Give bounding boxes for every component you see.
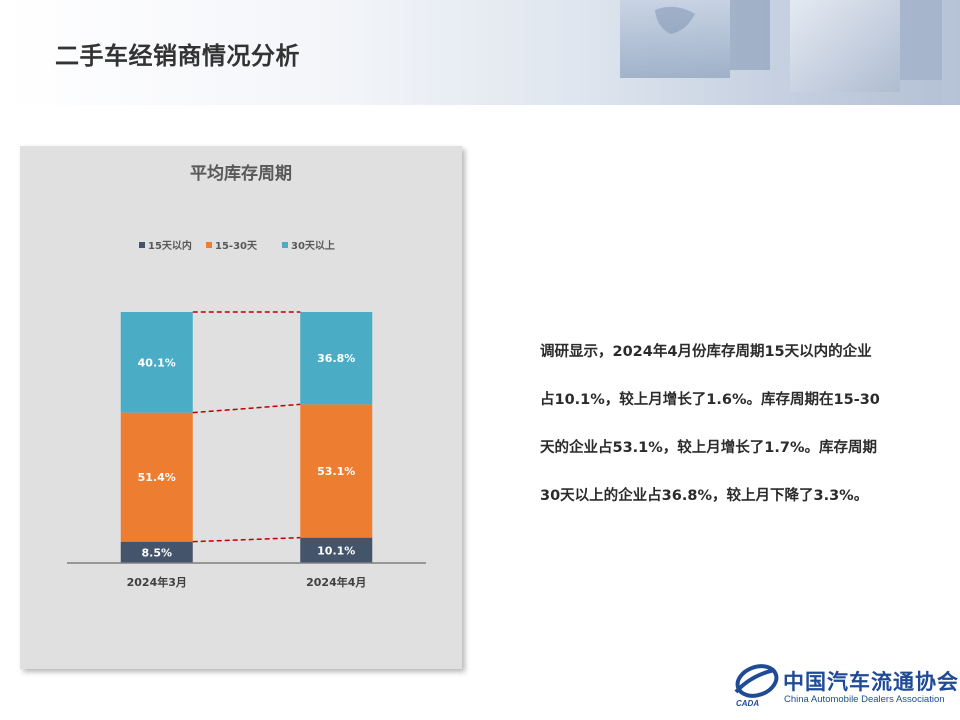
bar-segment — [120, 312, 193, 413]
header-decoration — [620, 0, 960, 105]
stacked-bar-chart: 平均库存周期 15天以内 15-30天 30天以上 8.5% 51.4% 40.1% 2024… — [67, 163, 426, 589]
bar-segment — [300, 404, 373, 538]
chart-title: 平均库存周期 — [190, 163, 292, 184]
data-label: 51.4% — [138, 471, 176, 484]
legend-swatch — [139, 242, 145, 248]
logo-lettering: CADA — [736, 699, 759, 708]
org-name-en: China Automobile Dealers Association — [784, 694, 945, 705]
analysis-line: 占10.1%，较上月增长了1.6%。库存周期在15-30 — [540, 392, 880, 408]
legend-label: 15-30天 — [215, 240, 258, 252]
bar-segment — [300, 537, 373, 563]
analysis-text: 调研显示，2024年4月份库存周期15天以内的企业 占10.1%，较上月增长了1… — [540, 328, 920, 520]
bar-segment — [120, 541, 193, 563]
bar-segment — [120, 412, 193, 542]
cada-logo-icon: CADA — [734, 664, 779, 708]
analysis-line: 30天以上的企业占36.8%，较上月下降了3.3%。 — [540, 488, 869, 504]
data-label: 40.1% — [138, 356, 176, 369]
series-line — [192, 536, 301, 543]
footer-logo: CADA 中国汽车流通协会 China Automobile Dealers A… — [730, 660, 958, 710]
category-label: 2024年3月 — [127, 575, 187, 589]
legend-swatch — [282, 242, 288, 248]
org-name-cn: 中国汽车流通协会 — [783, 669, 959, 694]
data-label: 8.5% — [141, 546, 172, 559]
legend-label: 30天以上 — [291, 239, 335, 252]
chart-panel: 平均库存周期 15天以内 15-30天 30天以上 8.5% 51.4% 40.1% 2024… — [20, 146, 462, 669]
data-label: 10.1% — [317, 544, 355, 557]
series-line — [192, 403, 301, 414]
data-label: 36.8% — [317, 352, 355, 365]
page-title: 二手车经销商情况分析 — [55, 42, 300, 70]
analysis-line: 调研显示，2024年4月份库存周期15天以内的企业 — [540, 344, 872, 360]
bar-segment — [300, 312, 373, 405]
analysis-line: 天的企业占53.1%，较上月增长了1.7%。库存周期 — [540, 440, 878, 456]
slide-header: 二手车经销商情况分析 — [0, 0, 960, 105]
data-label: 53.1% — [317, 465, 355, 478]
category-label: 2024年4月 — [306, 575, 366, 589]
legend-swatch — [206, 242, 212, 248]
legend-label: 15天以内 — [148, 239, 192, 252]
